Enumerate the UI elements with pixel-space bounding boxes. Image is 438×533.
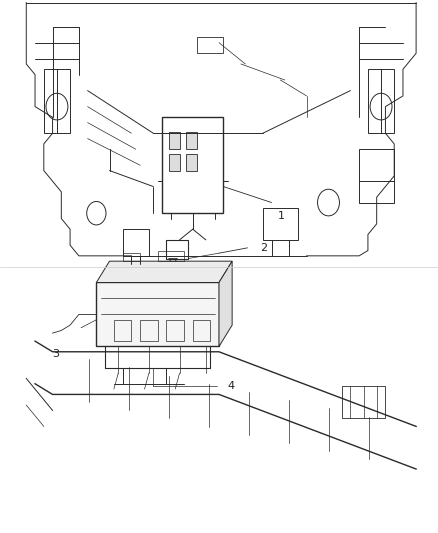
Bar (166, 320, 184, 341)
Bar (162, 117, 223, 213)
Bar (342, 386, 385, 418)
Bar (186, 132, 197, 149)
Bar (197, 37, 223, 53)
Polygon shape (96, 261, 232, 282)
Text: 3: 3 (52, 350, 59, 359)
Bar (359, 149, 394, 203)
Bar (114, 320, 131, 341)
Text: 2: 2 (261, 243, 268, 253)
Text: 4: 4 (228, 382, 235, 391)
Bar (263, 208, 298, 240)
Bar (166, 240, 188, 259)
Bar (140, 320, 158, 341)
Bar (158, 251, 184, 261)
Bar (44, 69, 70, 133)
Bar (123, 229, 149, 256)
Bar (169, 132, 180, 149)
Bar (96, 282, 219, 346)
Bar (193, 320, 210, 341)
Bar (169, 154, 180, 171)
Bar (368, 69, 394, 133)
Bar (186, 154, 197, 171)
Bar (123, 253, 140, 261)
Text: 1: 1 (278, 211, 285, 221)
Polygon shape (219, 261, 232, 346)
